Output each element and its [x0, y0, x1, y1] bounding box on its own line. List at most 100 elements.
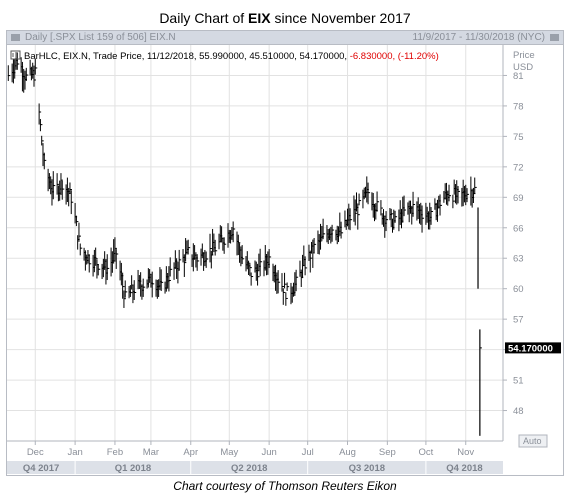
legend-text: BarHLC, EIX.N, Trade Price, 11/12/2018, …: [24, 51, 439, 62]
hlc-bar: [249, 262, 252, 277]
hlc-bar: [421, 205, 425, 233]
hlc-bar: [448, 184, 452, 202]
hlc-bar: [237, 234, 241, 256]
hlc-bar: [25, 67, 29, 82]
y-tick-label: 60: [513, 284, 524, 295]
auto-scale-button[interactable]: [518, 434, 548, 448]
x-month-label: Aug: [339, 447, 356, 458]
x-quarter-label: Q2 2018: [231, 463, 267, 474]
y-tick-label: 63: [513, 254, 524, 265]
hlc-bar: [232, 221, 236, 243]
hlc-bar: [34, 58, 38, 75]
month-grid-lines: [34, 45, 467, 441]
hlc-bar: [322, 218, 326, 240]
hlc-bar: [69, 182, 72, 194]
chart-caption: Chart courtesy of Thomson Reuters Eikon: [173, 479, 397, 493]
window-titlebar: Daily [.SPX List 159 of 506] EIX.N 11/9/…: [7, 31, 563, 45]
hlc-bar: [70, 190, 74, 215]
hlc-bar: [183, 254, 187, 277]
hlc-bar: [43, 152, 47, 170]
hlc-bar: [187, 239, 191, 255]
list-label: Daily [.SPX List 159 of 506] EIX.N: [25, 32, 176, 43]
hlc-bar: [123, 290, 126, 308]
hlc-bar: [131, 275, 134, 290]
price-bars: [7, 52, 482, 436]
y-tick-label: 69: [513, 193, 524, 204]
hlc-bar: [61, 181, 65, 200]
hlc-bar: [474, 177, 477, 194]
hlc-bar: [160, 269, 164, 292]
chart-panel: Daily [.SPX List 159 of 506] EIX.N 11/9/…: [6, 30, 564, 476]
hlc-bar: [56, 173, 60, 195]
y-axis-header-currency: USD: [513, 62, 533, 73]
x-month-label: Jun: [261, 447, 276, 458]
hlc-bar: [382, 209, 386, 227]
hlc-bar: [52, 171, 56, 200]
price-chart[interactable]: BarHLC, EIX.N, Trade Price, 11/12/2018, …: [7, 31, 563, 475]
hlc-bar: [284, 272, 287, 289]
x-month-label: Apr: [183, 447, 198, 458]
x-month-labels: Dec Jan Feb Mar Apr May Jun Jul Aug Sep Oct Nov: [27, 441, 474, 458]
hlc-bar: [452, 194, 455, 209]
hlc-bar: [177, 261, 180, 284]
hlc-bar: [376, 191, 380, 212]
x-month-label: Jul: [302, 447, 314, 458]
y-axis-header-price: Price: [513, 50, 535, 61]
hlc-bar: [349, 208, 353, 231]
window-expand-icon[interactable]: [550, 34, 559, 41]
hlc-bar: [466, 188, 470, 203]
x-month-label: May: [220, 447, 238, 458]
hlc-bar: [394, 210, 398, 223]
hlc-bar: [357, 203, 360, 230]
hlc-bar: [286, 282, 290, 292]
x-month-label: Jan: [67, 447, 82, 458]
page-title: Daily Chart of EIX since November 2017: [159, 10, 411, 26]
hlc-bar: [168, 266, 171, 292]
grid-lines: [7, 74, 503, 412]
hlc-bar: [430, 207, 434, 225]
hlc-bar: [7, 65, 11, 81]
legend-icon: [10, 50, 21, 60]
x-quarter-label: Q4 2017: [23, 463, 59, 474]
y-tick-label: 57: [513, 315, 524, 326]
hlc-bar: [79, 243, 83, 256]
hlc-bar: [88, 254, 92, 273]
hlc-bar: [38, 103, 42, 125]
hlc-bar: [97, 264, 101, 276]
hlc-bar: [149, 269, 152, 283]
x-quarter-label: Q3 2018: [349, 463, 385, 474]
x-quarter-label: Q1 2018: [115, 463, 151, 474]
y-tick-labels: 485154576063666972757881: [503, 71, 524, 417]
hlc-bar: [439, 194, 443, 216]
hlc-bar: [241, 245, 245, 265]
hlc-bar: [281, 273, 284, 292]
hlc-bar: [354, 199, 358, 226]
hlc-bar: [129, 285, 133, 297]
hlc-bar: [114, 237, 117, 262]
y-tick-label: 75: [513, 132, 524, 143]
hlc-bar: [95, 247, 98, 266]
hlc-bar: [142, 278, 146, 297]
hlc-bar: [385, 211, 389, 232]
hlc-bar: [218, 233, 222, 250]
hlc-bar: [151, 271, 155, 298]
hlc-bar: [106, 254, 110, 281]
hlc-bar: [412, 191, 416, 217]
hlc-bar: [380, 200, 383, 216]
hlc-bar: [75, 215, 79, 227]
hlc-bar: [209, 233, 213, 263]
hlc-bar: [78, 222, 81, 242]
y-tick-label: 51: [513, 376, 524, 387]
hlc-bar: [312, 239, 315, 268]
hlc-bar: [210, 250, 214, 269]
hlc-bar: [268, 249, 272, 269]
hlc-bar: [122, 272, 125, 299]
hlc-bar: [250, 272, 254, 286]
hlc-bar: [340, 221, 344, 239]
hlc-bar: [282, 288, 286, 305]
x-month-label: Dec: [27, 447, 44, 458]
hlc-bar: [313, 237, 317, 253]
window-menu-icon[interactable]: [11, 34, 20, 41]
hlc-bar: [133, 280, 137, 300]
hlc-bar: [39, 119, 43, 132]
